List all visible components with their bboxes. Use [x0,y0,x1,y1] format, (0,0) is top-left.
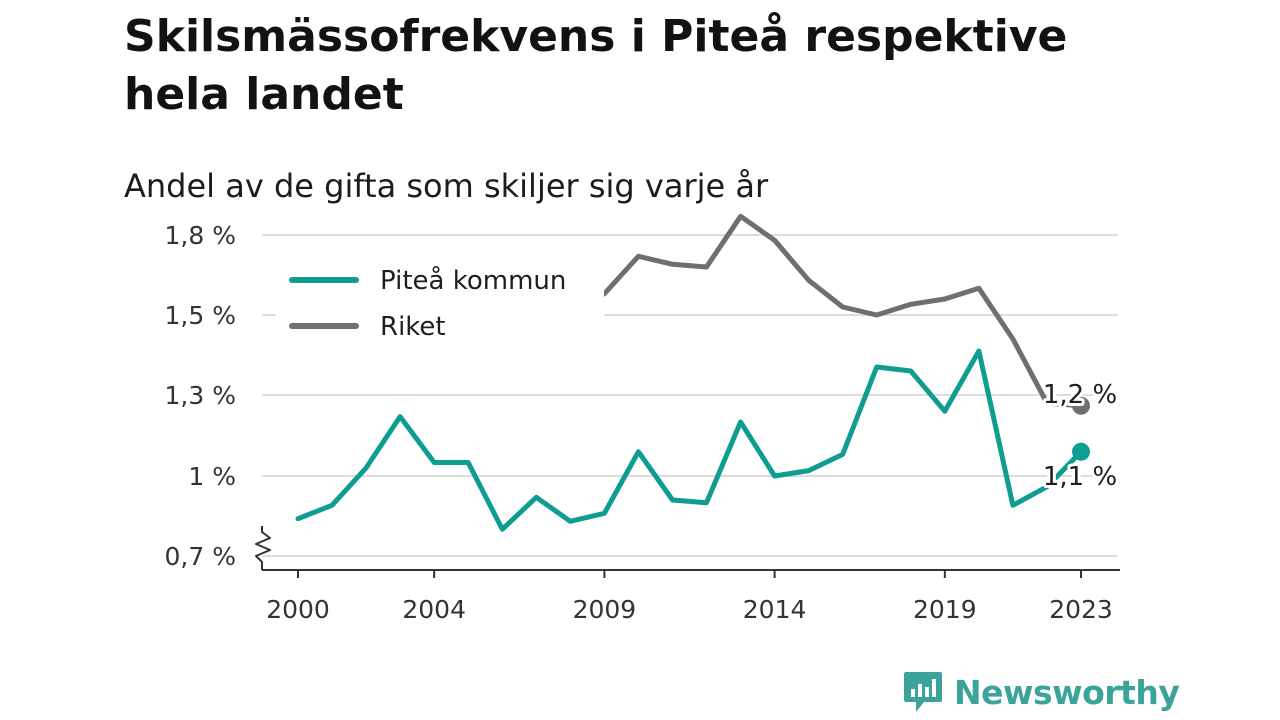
end-labels: 1,1 % 1,2 % [1040,377,1120,495]
legend-background [276,254,604,354]
axis-break-mark [255,526,271,570]
x-axis: 2000 2004 2009 2014 2019 2023 [255,526,1120,624]
x-tick-label: 2019 [913,595,977,624]
x-tick-label: 2009 [573,595,637,624]
grid-lines [262,234,1118,557]
legend: Piteå kommun Riket [276,254,604,354]
x-tick-label: 2023 [1049,595,1113,624]
chart-title: Skilsmässofrekvens i Piteå respektive he… [124,11,1068,120]
x-tick-label: 2000 [266,595,330,624]
brand-name: Newsworthy [954,672,1180,712]
y-tick-label: 1,3 % [165,381,236,410]
brand-logo[interactable]: Newsworthy [902,670,1180,714]
x-tick-label: 2004 [402,595,466,624]
y-tick-label: 0,7 % [165,542,236,571]
chart-subtitle: Andel av de gifta som skiljer sig varje … [124,167,769,205]
y-axis-tick-labels: 0,7 % 1 % 1,3 % 1,5 % 1,8 % [165,221,236,571]
series-line-pitea [295,348,1084,532]
y-tick-label: 1,5 % [165,301,236,330]
legend-label-pitea: Piteå kommun [380,265,566,296]
x-tick-label: 2014 [743,595,807,624]
end-label-riket: 1,2 % [1043,380,1117,410]
series-end-point-riket [1072,396,1090,415]
end-label-pitea: 1,1 % [1043,462,1117,492]
series-end-point-pitea [1072,442,1090,461]
newsworthy-logo-icon [904,672,942,712]
legend-label-riket: Riket [380,312,446,342]
y-tick-label: 1 % [188,462,236,491]
y-tick-label: 1,8 % [165,221,236,250]
